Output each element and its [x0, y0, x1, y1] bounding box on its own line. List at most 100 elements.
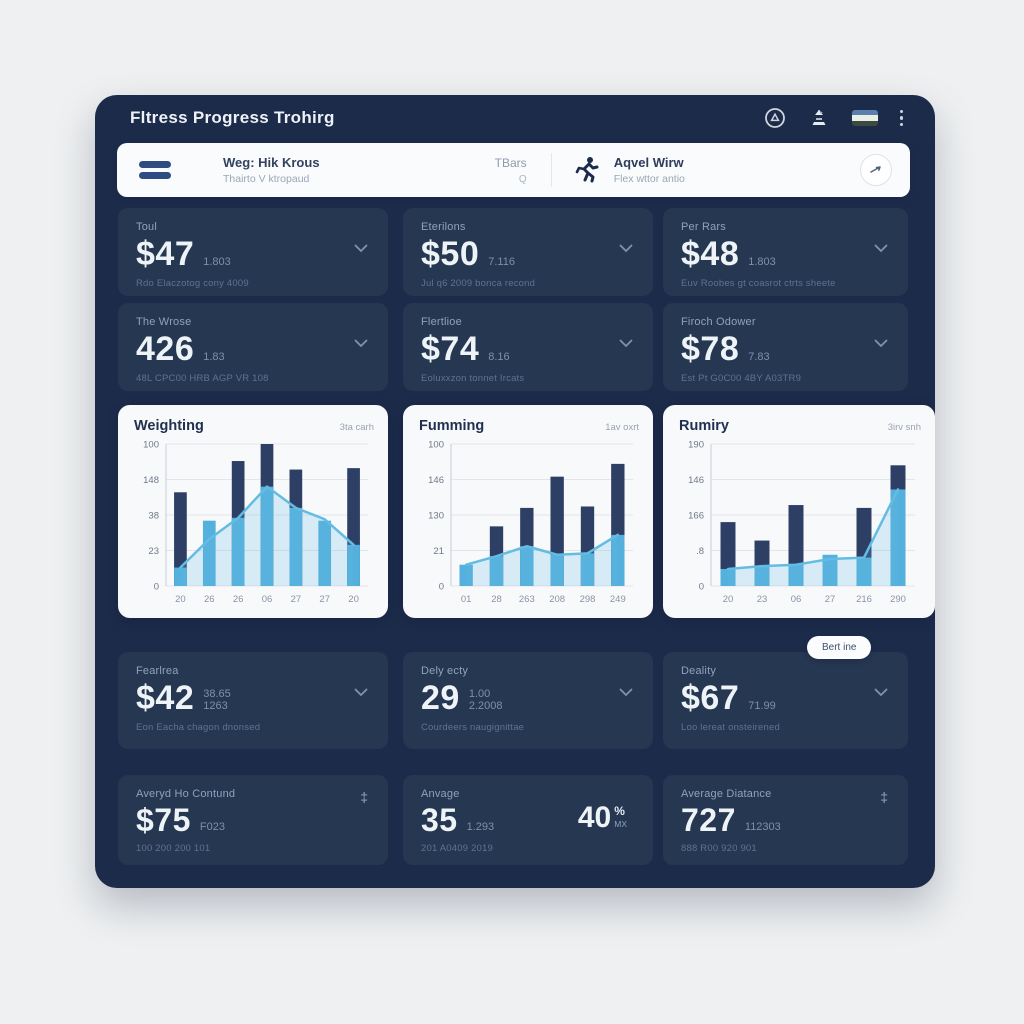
stat-sub2: 1263	[203, 700, 228, 713]
stat-sub: 38.65	[203, 687, 231, 700]
stat-card-average-ho: Averyd Ho Contund $75 F023 100 200 200 1…	[118, 775, 388, 865]
stat-value: $75	[136, 802, 191, 838]
svg-text:298: 298	[580, 594, 596, 605]
stat-card-eterilons: Eterilons $50 7.116 Jul q6 2009 bonca re…	[403, 208, 653, 296]
stat-label: Anvage	[421, 788, 460, 800]
percent-unit-label: MX	[614, 819, 627, 829]
svg-text:27: 27	[319, 594, 330, 605]
svg-text:01: 01	[461, 594, 472, 605]
workout-subtitle: Thairto V ktropaud	[223, 173, 310, 185]
svg-text:28: 28	[491, 594, 502, 605]
stat-caption: Jul q6 2009 bonca recond	[421, 278, 536, 289]
svg-text:20: 20	[723, 594, 734, 605]
stat-caption: 888 R00 920 901	[681, 843, 757, 854]
svg-text:20: 20	[175, 594, 186, 605]
svg-text:23: 23	[148, 546, 159, 557]
bar-line-chart: 100 148 38 23 0 20 26 26 06 27 27 20	[134, 436, 374, 608]
chevron-down-icon[interactable]	[619, 335, 633, 353]
stat-sub: 1.803	[203, 256, 231, 269]
stat-value: $42	[136, 679, 195, 717]
stat-label: Per Rars	[681, 221, 726, 233]
stat-value: $48	[681, 235, 740, 273]
stat-card-deality: Deality $67 71.99 Loo lereat onsteirened	[663, 652, 908, 749]
stat-sub: 8.16	[488, 351, 510, 364]
workout-selector[interactable]: Weg: Hik Krous Thairto V ktropaud	[223, 155, 320, 185]
header-icons	[764, 107, 903, 129]
trophy-icon[interactable]	[808, 107, 830, 129]
activity-subtitle: Flex wttor antio	[613, 173, 685, 185]
stat-value: 426	[136, 330, 195, 368]
svg-text:166: 166	[688, 511, 704, 522]
stat-caption: 48L CPC00 HRB AGP VR 108	[136, 373, 269, 384]
chevron-down-icon[interactable]	[354, 240, 368, 258]
chart-card-rumiry: Rumiry 3irv snh 190 146 166 .8 0 20 23 06 27 216 2…	[663, 405, 935, 618]
stat-sub2: 2.2008	[468, 700, 503, 713]
best-badge[interactable]: Bert ine	[807, 636, 872, 659]
stat-sub: 7.83	[748, 351, 770, 364]
chevron-down-icon[interactable]	[874, 684, 888, 702]
chevron-down-icon[interactable]	[354, 335, 368, 353]
stat-label: Firoch Odower	[681, 316, 756, 328]
alert-circle-icon[interactable]	[764, 107, 786, 129]
stat-value: 727	[681, 802, 736, 838]
svg-text:130: 130	[428, 511, 444, 522]
stat-caption: Eon Eacha chagon dnonsed	[136, 722, 261, 733]
stat-caption: Loo lereat onsteirened	[681, 722, 780, 733]
stat-sub: 71.99	[748, 700, 776, 713]
stat-card-firoch: Firoch Odower $78 7.83 Est Pt G0C00 4BY …	[663, 303, 908, 391]
chevron-down-icon[interactable]	[619, 240, 633, 258]
chevron-down-icon[interactable]	[354, 684, 368, 702]
stat-label: Toul	[136, 221, 157, 233]
chevron-down-icon[interactable]	[874, 335, 888, 353]
more-options-icon[interactable]: ‡	[360, 789, 368, 805]
svg-text:208: 208	[549, 594, 565, 605]
tbars-selector[interactable]: TBars Q	[495, 156, 527, 185]
kebab-menu-icon[interactable]	[899, 109, 903, 127]
stat-value: $78	[681, 330, 740, 368]
percent-sign: %	[614, 804, 625, 818]
svg-text:100: 100	[428, 440, 444, 451]
stat-label: Deality	[681, 665, 717, 677]
flag-avatar[interactable]	[851, 110, 878, 126]
stat-card-per-rars: Per Rars $48 1.803 Euv Roobes gt coasrot…	[663, 208, 908, 296]
svg-text:27: 27	[291, 594, 302, 605]
more-options-icon[interactable]: ‡	[880, 789, 888, 805]
svg-text:23: 23	[757, 594, 768, 605]
svg-text:26: 26	[233, 594, 244, 605]
svg-text:146: 146	[428, 475, 444, 486]
chart-range-label: 3ta carh	[339, 422, 374, 433]
chevron-down-icon[interactable]	[874, 240, 888, 258]
activity-title: Aqvel Wirw	[613, 155, 684, 170]
stat-caption: Euv Roobes gt coasrot ctrts sheete	[681, 278, 836, 289]
percentage-value: 40	[577, 801, 612, 834]
chart-range-label: 1av oxrt	[605, 422, 639, 433]
stat-caption: Eoluxxzon tonnet Ircats	[421, 373, 525, 384]
workout-title: Weg: Hik Krous	[223, 155, 320, 170]
stat-value: $47	[136, 235, 195, 273]
chevron-down-icon[interactable]	[619, 684, 633, 702]
submit-arrow-button[interactable]	[860, 154, 892, 186]
stat-sub: 7.116	[488, 256, 515, 269]
svg-text:0: 0	[439, 582, 444, 593]
svg-text:06: 06	[791, 594, 802, 605]
stat-card-total: Toul $47 1.803 Rdo Elaczotog cony 4009	[118, 208, 388, 296]
chart-title: Weighting	[134, 418, 204, 434]
stat-card-fearlrea: Fearlrea $42 38.65 1263 Eon Eacha chagon …	[118, 652, 388, 749]
activity-selector[interactable]: Aqvel Wirw Flex wttor antio	[614, 155, 685, 185]
stat-caption: Est Pt G0C00 4BY A03TR9	[681, 373, 802, 384]
tbars-sub: Q	[518, 173, 527, 185]
toolbar: Weg: Hik Krous Thairto V ktropaud TBars …	[117, 143, 910, 197]
svg-text:.8: .8	[696, 546, 704, 557]
percentage-block: 40 % MX	[578, 803, 627, 833]
stat-caption: 100 200 200 101	[136, 843, 211, 854]
stat-card-average-distance: Average Diatance 727 112303 888 R00 920 …	[663, 775, 908, 865]
svg-text:249: 249	[610, 594, 626, 605]
svg-text:06: 06	[262, 594, 273, 605]
svg-text:0: 0	[154, 582, 159, 593]
stat-card-the-wrose: The Wrose 426 1.83 48L CPC00 HRB AGP VR …	[118, 303, 388, 391]
stat-caption: Rdo Elaczotog cony 4009	[136, 278, 249, 289]
chart-title: Rumiry	[679, 418, 729, 434]
stat-card-flertlioe: Flertlioe $74 8.16 Eoluxxzon tonnet Irca…	[403, 303, 653, 391]
stat-value: $74	[421, 330, 480, 368]
svg-text:21: 21	[433, 546, 444, 557]
